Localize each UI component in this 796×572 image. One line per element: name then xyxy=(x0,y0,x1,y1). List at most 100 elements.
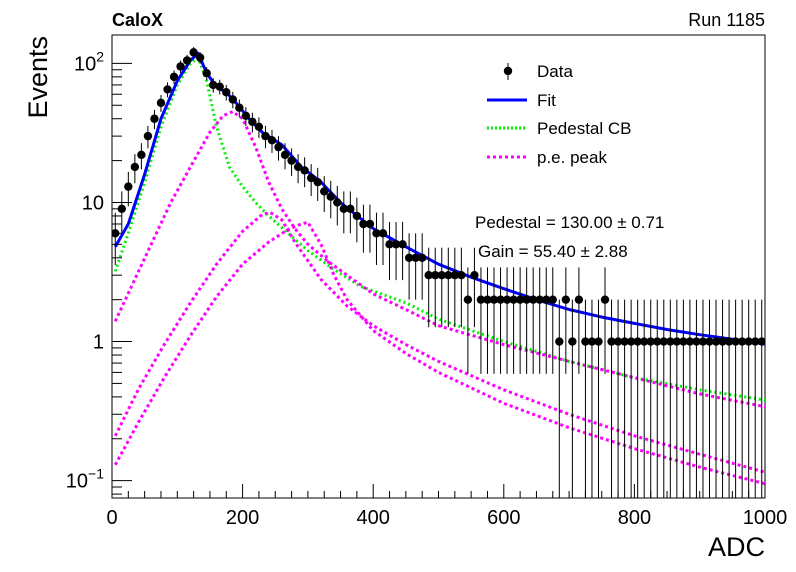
data-point-marker xyxy=(378,229,388,238)
data-point xyxy=(574,267,584,374)
y-tick-label: 102 xyxy=(74,48,104,75)
data-point-marker xyxy=(359,219,368,229)
data-point xyxy=(398,222,407,281)
data-point xyxy=(222,85,231,101)
data-point-marker xyxy=(431,270,440,280)
x-tick-label: 800 xyxy=(618,507,651,529)
data-point xyxy=(679,299,688,498)
data-point xyxy=(378,212,388,266)
data-point-marker xyxy=(574,295,584,304)
data-point xyxy=(274,136,283,161)
data-point xyxy=(306,164,316,197)
data-point-marker xyxy=(346,204,355,214)
data-point-marker xyxy=(555,337,564,346)
data-point xyxy=(757,299,765,498)
data-point-marker xyxy=(751,337,760,346)
data-point-marker xyxy=(333,198,342,207)
data-point xyxy=(633,299,642,498)
data-point-marker xyxy=(150,114,159,123)
data-point xyxy=(228,91,238,109)
data-point xyxy=(528,267,538,374)
data-point-marker xyxy=(300,166,309,175)
data-point xyxy=(568,299,577,498)
data-point xyxy=(235,99,244,118)
data-point xyxy=(313,167,322,201)
data-point xyxy=(555,299,564,498)
data-point-marker xyxy=(182,56,192,65)
data-point xyxy=(391,222,401,281)
data-point xyxy=(751,299,760,498)
data-point xyxy=(581,299,590,498)
data-point-marker xyxy=(737,337,747,346)
data-point-marker xyxy=(548,295,557,304)
data-point-marker xyxy=(280,150,290,160)
data-point-marker xyxy=(659,337,668,346)
data-point-marker xyxy=(274,142,283,152)
data-point xyxy=(254,117,264,138)
data-point xyxy=(241,107,251,126)
legend-label-fit: Fit xyxy=(537,91,556,110)
data-point-marker xyxy=(692,337,701,346)
data-point xyxy=(489,267,499,374)
data-point-marker xyxy=(352,211,362,221)
data-point-marker xyxy=(633,337,642,346)
data-points-layer xyxy=(112,47,765,498)
data-point-marker xyxy=(613,337,623,346)
data-point-marker xyxy=(222,88,231,97)
data-point-marker xyxy=(385,240,394,249)
x-axis-title: ADC xyxy=(708,532,765,562)
data-point-marker xyxy=(561,295,571,304)
data-point xyxy=(248,112,257,133)
data-point xyxy=(646,299,655,498)
data-point-marker xyxy=(522,295,531,304)
data-point xyxy=(169,70,179,85)
data-point-marker xyxy=(215,82,224,91)
data-point xyxy=(176,60,185,74)
fit-result-gain: Gain = 55.40 ± 2.88 xyxy=(478,242,628,261)
data-point-marker xyxy=(463,295,473,304)
y-axis-title: Events xyxy=(23,36,53,119)
x-tick-label: 600 xyxy=(487,507,520,529)
experiment-label: CaloX xyxy=(112,10,163,30)
data-point xyxy=(548,267,557,374)
data-point-marker xyxy=(535,295,544,304)
data-point-marker xyxy=(209,80,218,90)
legend-entry-data: Data xyxy=(503,62,573,81)
data-point xyxy=(698,299,708,498)
y-tick-label: 10 xyxy=(82,192,104,214)
data-point-marker xyxy=(594,337,603,346)
data-point xyxy=(130,154,140,184)
data-point xyxy=(372,212,381,266)
data-point xyxy=(287,148,296,176)
data-point xyxy=(209,78,218,93)
data-point xyxy=(724,299,734,498)
data-point-marker xyxy=(489,295,499,304)
legend-entry-pedestal: Pedestal CB xyxy=(487,119,632,138)
data-point xyxy=(476,267,486,374)
data-point-marker xyxy=(731,337,740,346)
x-tick-label: 200 xyxy=(226,507,259,529)
data-point-marker xyxy=(600,295,610,304)
data-point-marker xyxy=(724,337,734,346)
data-point-marker xyxy=(365,219,375,229)
data-point-marker xyxy=(228,95,238,104)
data-point-marker xyxy=(711,337,721,346)
data-point xyxy=(339,191,349,234)
data-point xyxy=(163,82,172,98)
legend: Data Fit Pedestal CB p.e. peak xyxy=(487,62,632,167)
data-point-marker xyxy=(417,253,427,263)
data-point-marker xyxy=(542,295,551,304)
y-axis: 10−1 1 10 102 xyxy=(66,48,132,495)
legend-entry-pe: p.e. peak xyxy=(487,148,607,167)
y-tick-label: 10−1 xyxy=(66,466,104,493)
data-point xyxy=(692,299,701,498)
data-point xyxy=(411,233,420,300)
data-point-marker xyxy=(254,122,264,131)
data-point xyxy=(320,176,329,213)
x-axis: 0 200 400 600 800 1000 xyxy=(106,484,787,529)
data-point xyxy=(711,299,721,498)
data-point-marker xyxy=(679,337,688,346)
data-point-marker xyxy=(496,295,505,304)
data-point-marker xyxy=(476,295,486,304)
